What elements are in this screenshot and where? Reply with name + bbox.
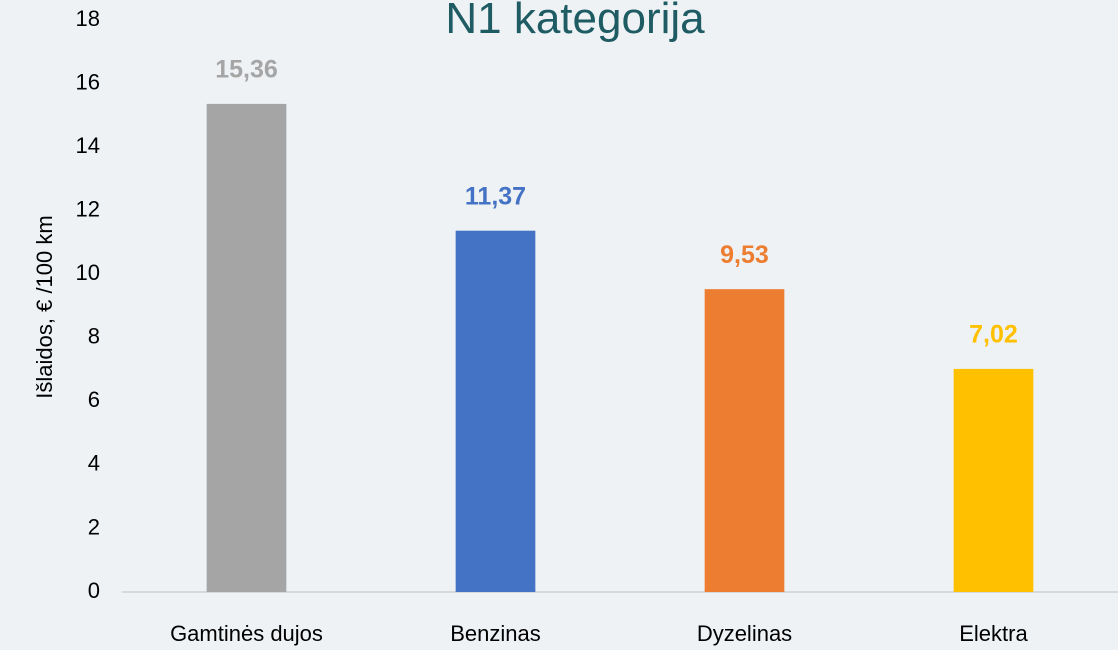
y-tick-label: 10: [76, 260, 100, 285]
y-tick-label: 18: [76, 6, 100, 31]
y-tick-label: 8: [88, 324, 100, 349]
x-tick-label: Elektra: [959, 621, 1028, 646]
x-tick-label: Gamtinės dujos: [170, 621, 323, 646]
y-tick-label: 16: [76, 69, 100, 94]
y-tick-label: 4: [88, 451, 100, 476]
data-label: 15,36: [215, 56, 278, 84]
y-tick-label: 12: [76, 196, 100, 221]
y-tick-label: 2: [88, 514, 100, 539]
x-tick-label: Benzinas: [450, 621, 541, 646]
bar: [704, 289, 785, 592]
bar: [455, 230, 536, 593]
y-tick-label: 0: [88, 578, 100, 603]
y-axis-label: Išlaidos, € /100 km: [32, 215, 57, 398]
bar: [953, 368, 1034, 592]
chart-title: N1 kategorija: [445, 0, 705, 43]
y-tick-label: 14: [76, 133, 100, 158]
data-label: 11,37: [465, 182, 526, 210]
x-tick-label: Dyzelinas: [697, 621, 792, 646]
y-tick-label: 6: [88, 387, 100, 412]
data-label: 9,53: [720, 241, 769, 269]
bar: [206, 103, 287, 592]
data-label: 7,02: [969, 321, 1018, 349]
